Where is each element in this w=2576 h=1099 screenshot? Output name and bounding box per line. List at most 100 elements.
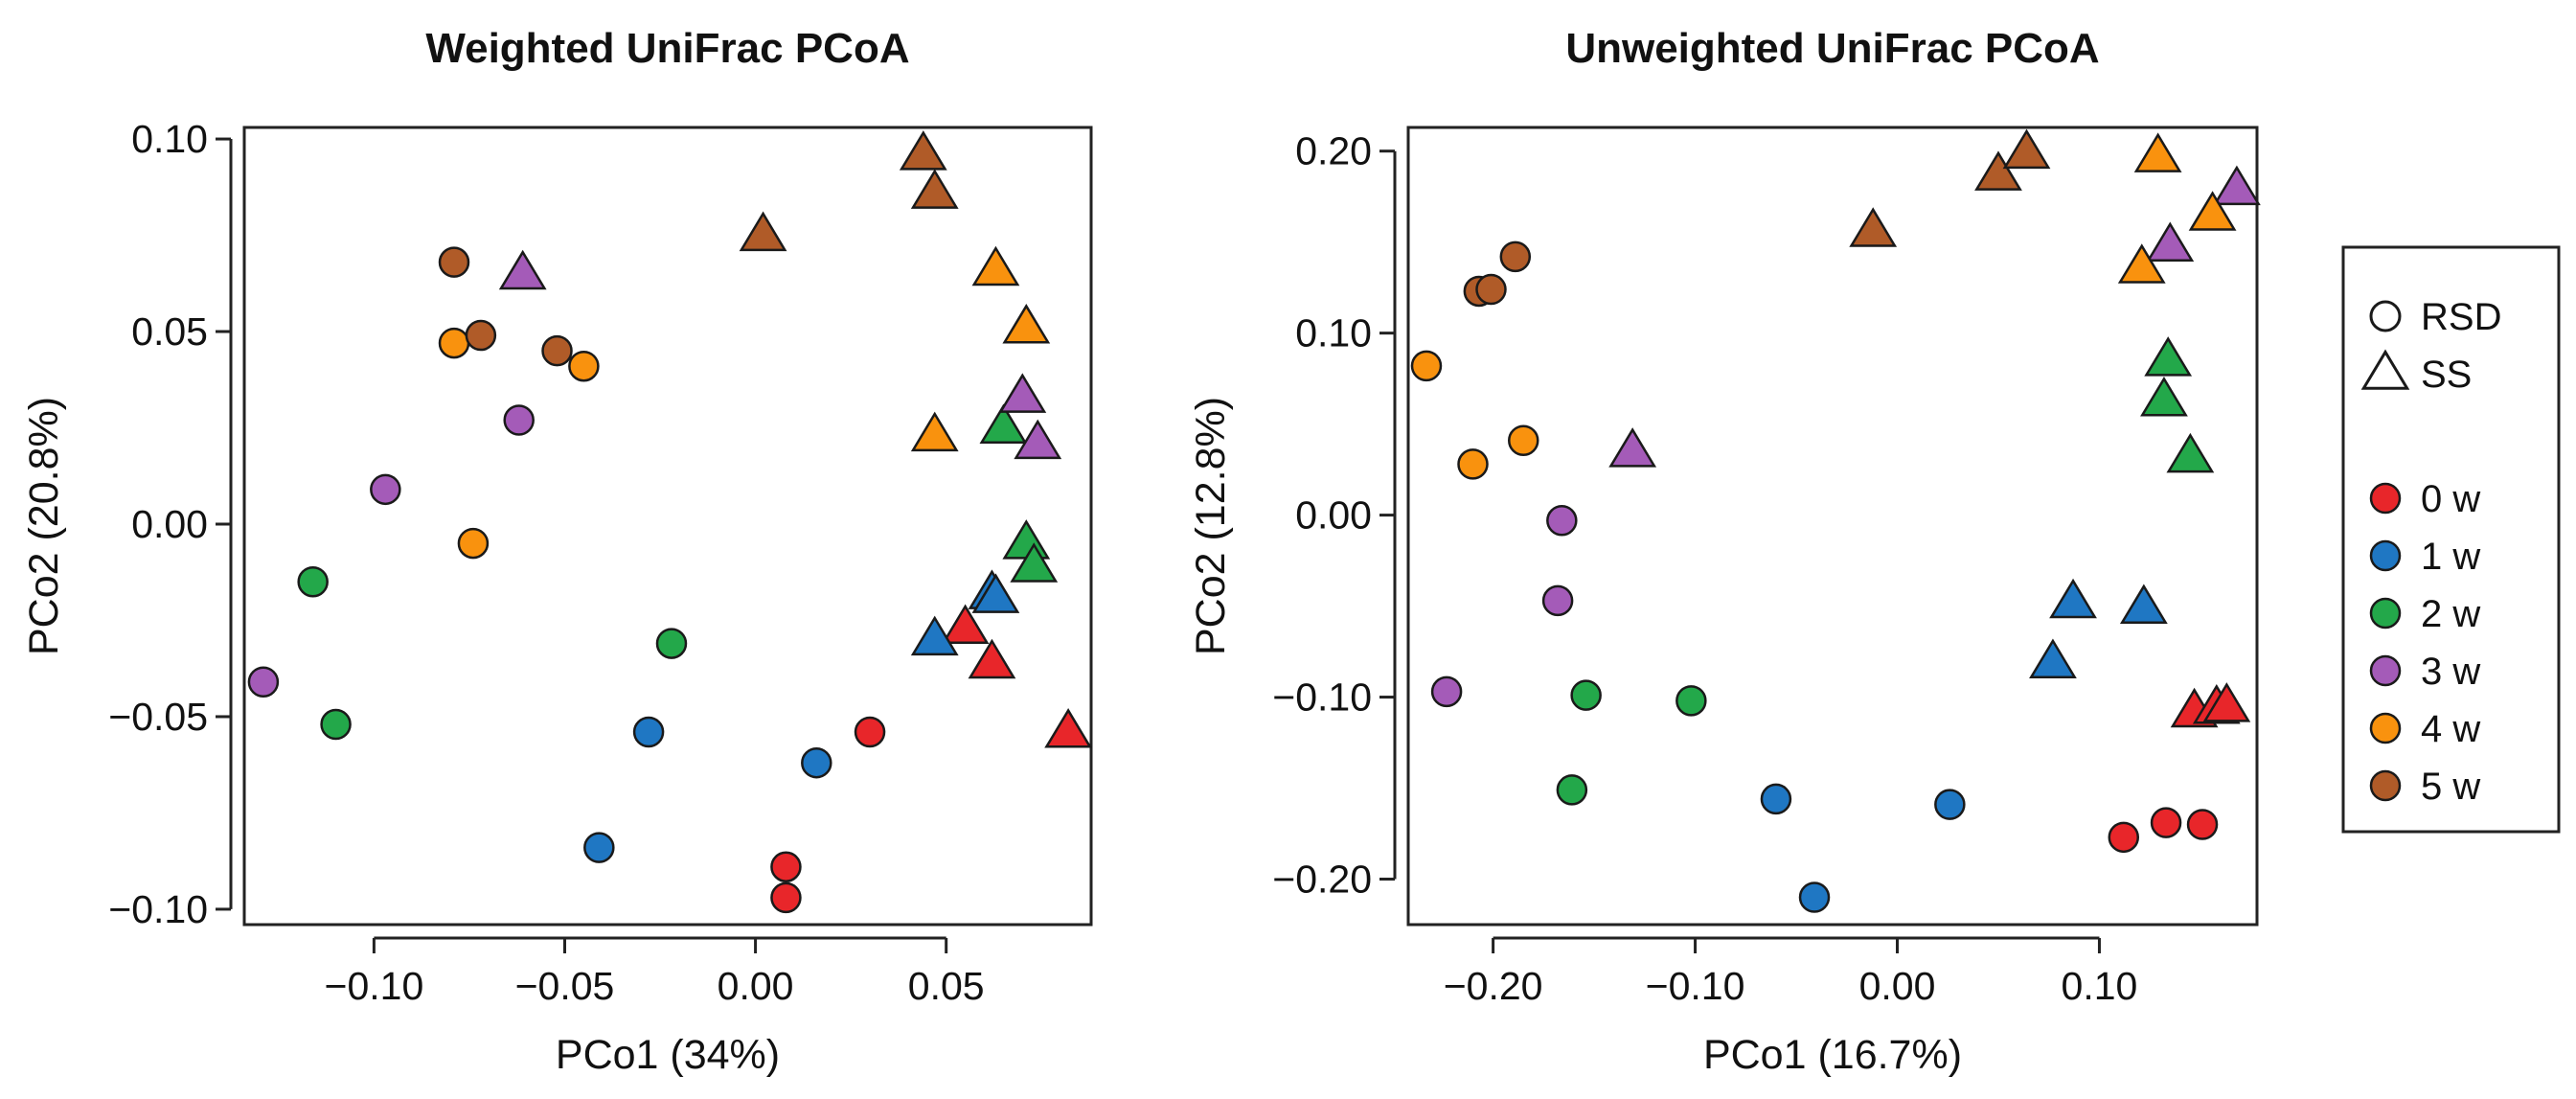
point-triangle-1w (2049, 578, 2097, 619)
point-circle-0w (854, 716, 886, 748)
point-triangle-2w (2166, 432, 2215, 473)
point-triangle-5w (899, 130, 947, 171)
legend-swatch (2369, 712, 2402, 744)
point-circle-1w (1934, 789, 1966, 820)
x-tick-label: 0.00 (718, 964, 794, 1008)
point-circle-2w (1570, 679, 1602, 711)
unweighted-unifrac-panel: Unweighted UniFrac PCoA −0.20 −0.10 0.00 0.… (1188, 25, 2261, 1078)
y-axis-label: PCo2 (20.8%) (21, 397, 67, 655)
point-triangle-5w (910, 169, 959, 209)
point-circle-5w (438, 246, 470, 278)
x-axis-label: PCo1 (16.7%) (1703, 1032, 1962, 1078)
point-circle-0w (2108, 821, 2140, 854)
point-circle-4w (568, 350, 600, 382)
point-circle-3w (1541, 584, 1574, 617)
legend-shape-label: SS (2421, 354, 2472, 396)
weighted-unifrac-panel: Weighted UniFrac PCoA −0.10 −0.05 0.00 0.05… (21, 25, 1093, 1078)
x-tick-label: 0.10 (2062, 964, 2138, 1008)
point-circle-2w (655, 628, 688, 659)
x-tick-label: 0.00 (1859, 964, 1936, 1008)
point-circle-5w (541, 334, 573, 367)
point-triangle-4w (2117, 243, 2166, 284)
x-axis-label: PCo1 (34%) (556, 1032, 780, 1078)
point-circle-0w (770, 851, 802, 882)
y-axis-label: PCo2 (12.8%) (1188, 397, 1234, 655)
y-tick-label: −0.10 (108, 887, 208, 931)
point-circle-0w (2186, 809, 2219, 840)
point-circle-3w (1430, 675, 1463, 708)
point-triangle-3w (1608, 427, 1657, 468)
y-tick-label: −0.05 (108, 695, 208, 739)
legend-group-label: 0 w (2421, 478, 2480, 520)
point-circle-1w (632, 716, 665, 748)
point-circle-0w (770, 881, 802, 914)
legend-swatch (2369, 654, 2402, 687)
point-circle-1w (1798, 881, 1831, 913)
point-circle-5w (465, 319, 497, 352)
plot-frame (1406, 126, 2259, 927)
point-triangle-1w (971, 573, 1020, 613)
point-circle-0w (2150, 807, 2182, 838)
x-tick-label: −0.05 (515, 964, 615, 1008)
point-circle-1w (1760, 783, 1792, 815)
legend-swatch (2369, 539, 2402, 572)
legend-shape-label: RSD (2421, 296, 2501, 338)
y-axis: −0.20 −0.10 0.00 0.10 0.20 (1272, 129, 1397, 902)
legend-swatch (2369, 482, 2402, 515)
legend-group-label: 2 w (2421, 593, 2480, 635)
point-circle-4w (1457, 448, 1489, 480)
point-circle-4w (438, 327, 470, 359)
x-axis: −0.10 −0.05 0.00 0.05 (325, 936, 985, 1008)
point-triangle-2w (979, 403, 1028, 445)
point-triangle-1w (2119, 584, 2168, 625)
point-triangle-3w (2146, 221, 2195, 262)
y-tick-label: −0.10 (1272, 675, 1372, 720)
point-circle-2w (320, 708, 352, 741)
scatter-points (1410, 128, 2261, 913)
x-axis: −0.20 −0.10 0.00 0.10 (1444, 936, 2138, 1008)
legend-swatch (2369, 597, 2402, 630)
scatter-points (247, 130, 1092, 914)
y-tick-label: 0.10 (1295, 311, 1372, 355)
point-triangle-1w (910, 615, 959, 656)
point-circle-3w (247, 666, 280, 698)
point-circle-2w (1556, 774, 1588, 806)
point-circle-5w (1475, 273, 1507, 306)
legend-triangle-icon (2360, 349, 2410, 390)
legend-group-label: 5 w (2421, 766, 2480, 808)
point-triangle-3w (998, 373, 1047, 413)
point-triangle-4w (910, 411, 959, 452)
point-circle-3w (1546, 505, 1578, 537)
y-axis: −0.10 −0.05 0.00 0.05 0.10 (108, 117, 233, 931)
point-circle-3w (503, 404, 535, 436)
point-triangle-4w (2188, 191, 2237, 231)
point-triangle-3w (498, 249, 547, 290)
legend-items: RSD SS 0 w 1 w 2 w 3 w 4 w 5 w (2360, 296, 2501, 808)
point-triangle-5w (2002, 128, 2051, 170)
legend: RSD SS 0 w 1 w 2 w 3 w 4 w 5 w (2341, 245, 2561, 834)
y-tick-label: 0.00 (1295, 493, 1372, 538)
y-tick-label: 0.20 (1295, 129, 1372, 173)
point-triangle-4w (2133, 132, 2182, 172)
point-triangle-4w (971, 245, 1020, 286)
point-circle-4w (1507, 424, 1539, 456)
legend-circle-icon (2369, 300, 2402, 332)
point-triangle-2w (2140, 376, 2188, 417)
point-circle-3w (370, 473, 401, 506)
point-circle-1w (583, 832, 615, 863)
plot-frame (242, 126, 1093, 927)
point-circle-1w (801, 746, 832, 779)
point-circle-2w (1676, 685, 1707, 717)
y-tick-label: −0.20 (1272, 858, 1372, 902)
chart-title: Unweighted UniFrac PCoA (1565, 25, 2099, 72)
legend-group-label: 4 w (2421, 708, 2480, 750)
x-tick-label: −0.10 (325, 964, 424, 1008)
legend-group-label: 1 w (2421, 536, 2480, 578)
point-triangle-0w (968, 638, 1016, 679)
y-tick-label: 0.05 (131, 309, 208, 354)
point-triangle-2w (2144, 336, 2193, 377)
point-circle-4w (457, 527, 490, 560)
x-tick-label: −0.10 (1646, 964, 1745, 1008)
point-triangle-5w (739, 211, 787, 252)
chart-title: Weighted UniFrac PCoA (425, 25, 909, 72)
